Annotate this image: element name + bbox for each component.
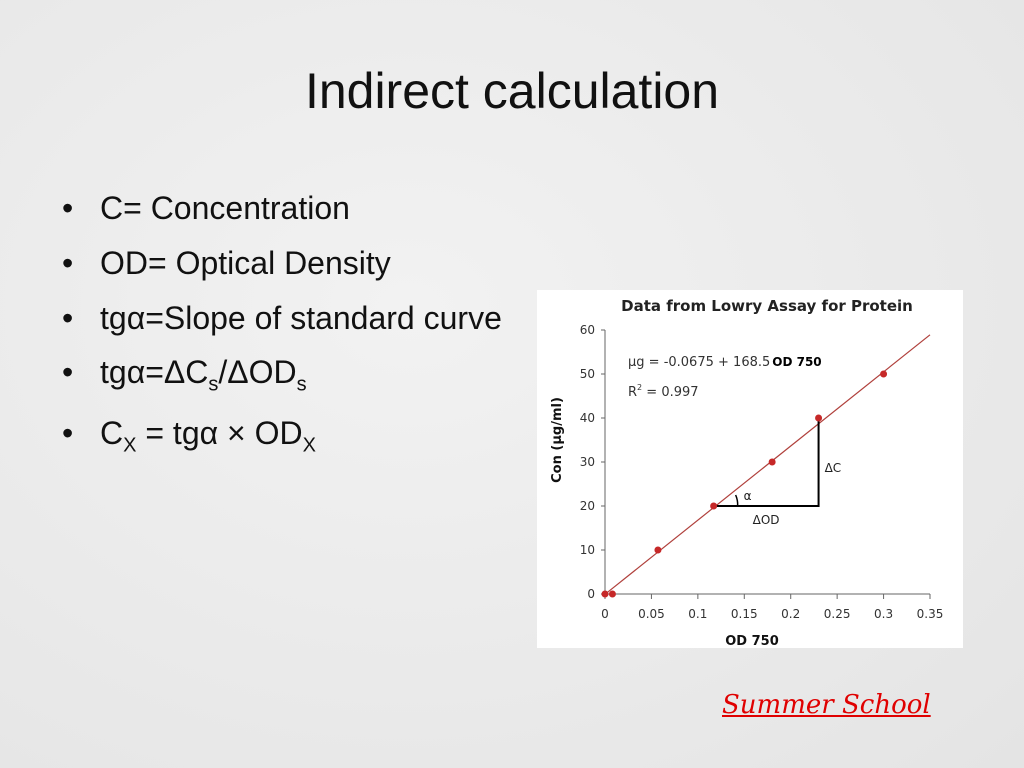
- x-tick-label: 0: [601, 607, 609, 621]
- delta-c-label: ΔC: [825, 461, 842, 475]
- plot-area: 0 10 20 30 40 50 60 0 0.05 0.1 0.15 0.2 0.25 0.3 0.35 α…: [580, 323, 944, 621]
- y-tick-label: 40: [580, 411, 595, 425]
- y-axis-label: Con (µg/ml): [550, 397, 565, 483]
- data-point: [710, 502, 718, 510]
- x-tick-label: 0.05: [638, 607, 665, 621]
- data-point: [768, 458, 776, 466]
- x-tick-label: 0.25: [824, 607, 851, 621]
- data-point: [654, 546, 662, 554]
- chart-title: Data from Lowry Assay for Protein: [621, 297, 913, 315]
- bullet: OD= Optical Density: [62, 245, 517, 282]
- r2-exponent: 2: [637, 383, 642, 392]
- r2-eq: =: [642, 385, 661, 400]
- equation-lhs: µg =: [628, 355, 664, 370]
- bullet-text: tgα=ΔC: [100, 354, 209, 391]
- data-point: [815, 414, 823, 422]
- footer-link[interactable]: Summer School: [722, 690, 931, 720]
- subscript: s: [296, 373, 307, 396]
- chart: Data from Lowry Assay for Protein OD 750…: [537, 290, 963, 648]
- r-squared: R2 = 0.997: [628, 383, 699, 400]
- bullet: tgα=Slope of standard curve: [62, 300, 517, 337]
- bullet-text: C= Concentration: [100, 190, 350, 226]
- x-tick-label: 0.15: [731, 607, 758, 621]
- r2-value: 0.997: [661, 385, 698, 400]
- chart-background: [537, 290, 963, 648]
- y-tick-label: 60: [580, 323, 595, 337]
- bullet-text: tgα=Slope of standard curve: [100, 299, 502, 336]
- y-tick-label: 30: [580, 455, 595, 469]
- y-tick-label: 10: [580, 543, 595, 557]
- y-tick-label: 50: [580, 367, 595, 381]
- data-point: [880, 370, 888, 378]
- slope-triangle: [713, 418, 820, 507]
- y-tick-label: 20: [580, 499, 595, 513]
- bullet: tgα=ΔCs/ΔODs: [62, 354, 517, 396]
- alpha-label: α: [744, 489, 752, 503]
- equation: µg = -0.0675 + 168.5 OD 750: [628, 355, 822, 370]
- data-point: [608, 590, 616, 598]
- bullet-text: OD= Optical Density: [100, 244, 391, 281]
- angle-arc: [734, 494, 739, 507]
- subscript: X: [123, 434, 137, 457]
- subscript: X: [302, 434, 316, 457]
- x-tick-label: 0.1: [688, 607, 707, 621]
- bullet: CX = tgα × ODX: [62, 415, 517, 457]
- delta-od-label: ΔOD: [753, 513, 780, 527]
- subscript: s: [208, 373, 219, 396]
- bullet-text: C: [100, 414, 124, 451]
- x-tick-label: 0.2: [781, 607, 800, 621]
- equation-rhs: OD 750: [772, 355, 821, 369]
- x-tick-label: 0.35: [917, 607, 944, 621]
- x-axis-label: OD 750: [725, 634, 779, 648]
- bullet: C= Concentration: [62, 190, 517, 227]
- r2-symbol: R: [628, 385, 637, 400]
- intercept: -0.0675: [664, 355, 714, 370]
- slide-title: Indirect calculation: [304, 63, 720, 119]
- slope: 168.5: [733, 355, 770, 370]
- y-tick-label: 0: [587, 587, 595, 601]
- bullet-list: C= Concentration OD= Optical Density tgα=S…: [62, 190, 517, 475]
- bullet-text: /ΔOD: [218, 354, 297, 391]
- bullet-text: = tgα × OD: [136, 414, 303, 451]
- x-tick-label: 0.3: [874, 607, 893, 621]
- equation-plus: +: [714, 355, 733, 370]
- data-point: [601, 590, 609, 598]
